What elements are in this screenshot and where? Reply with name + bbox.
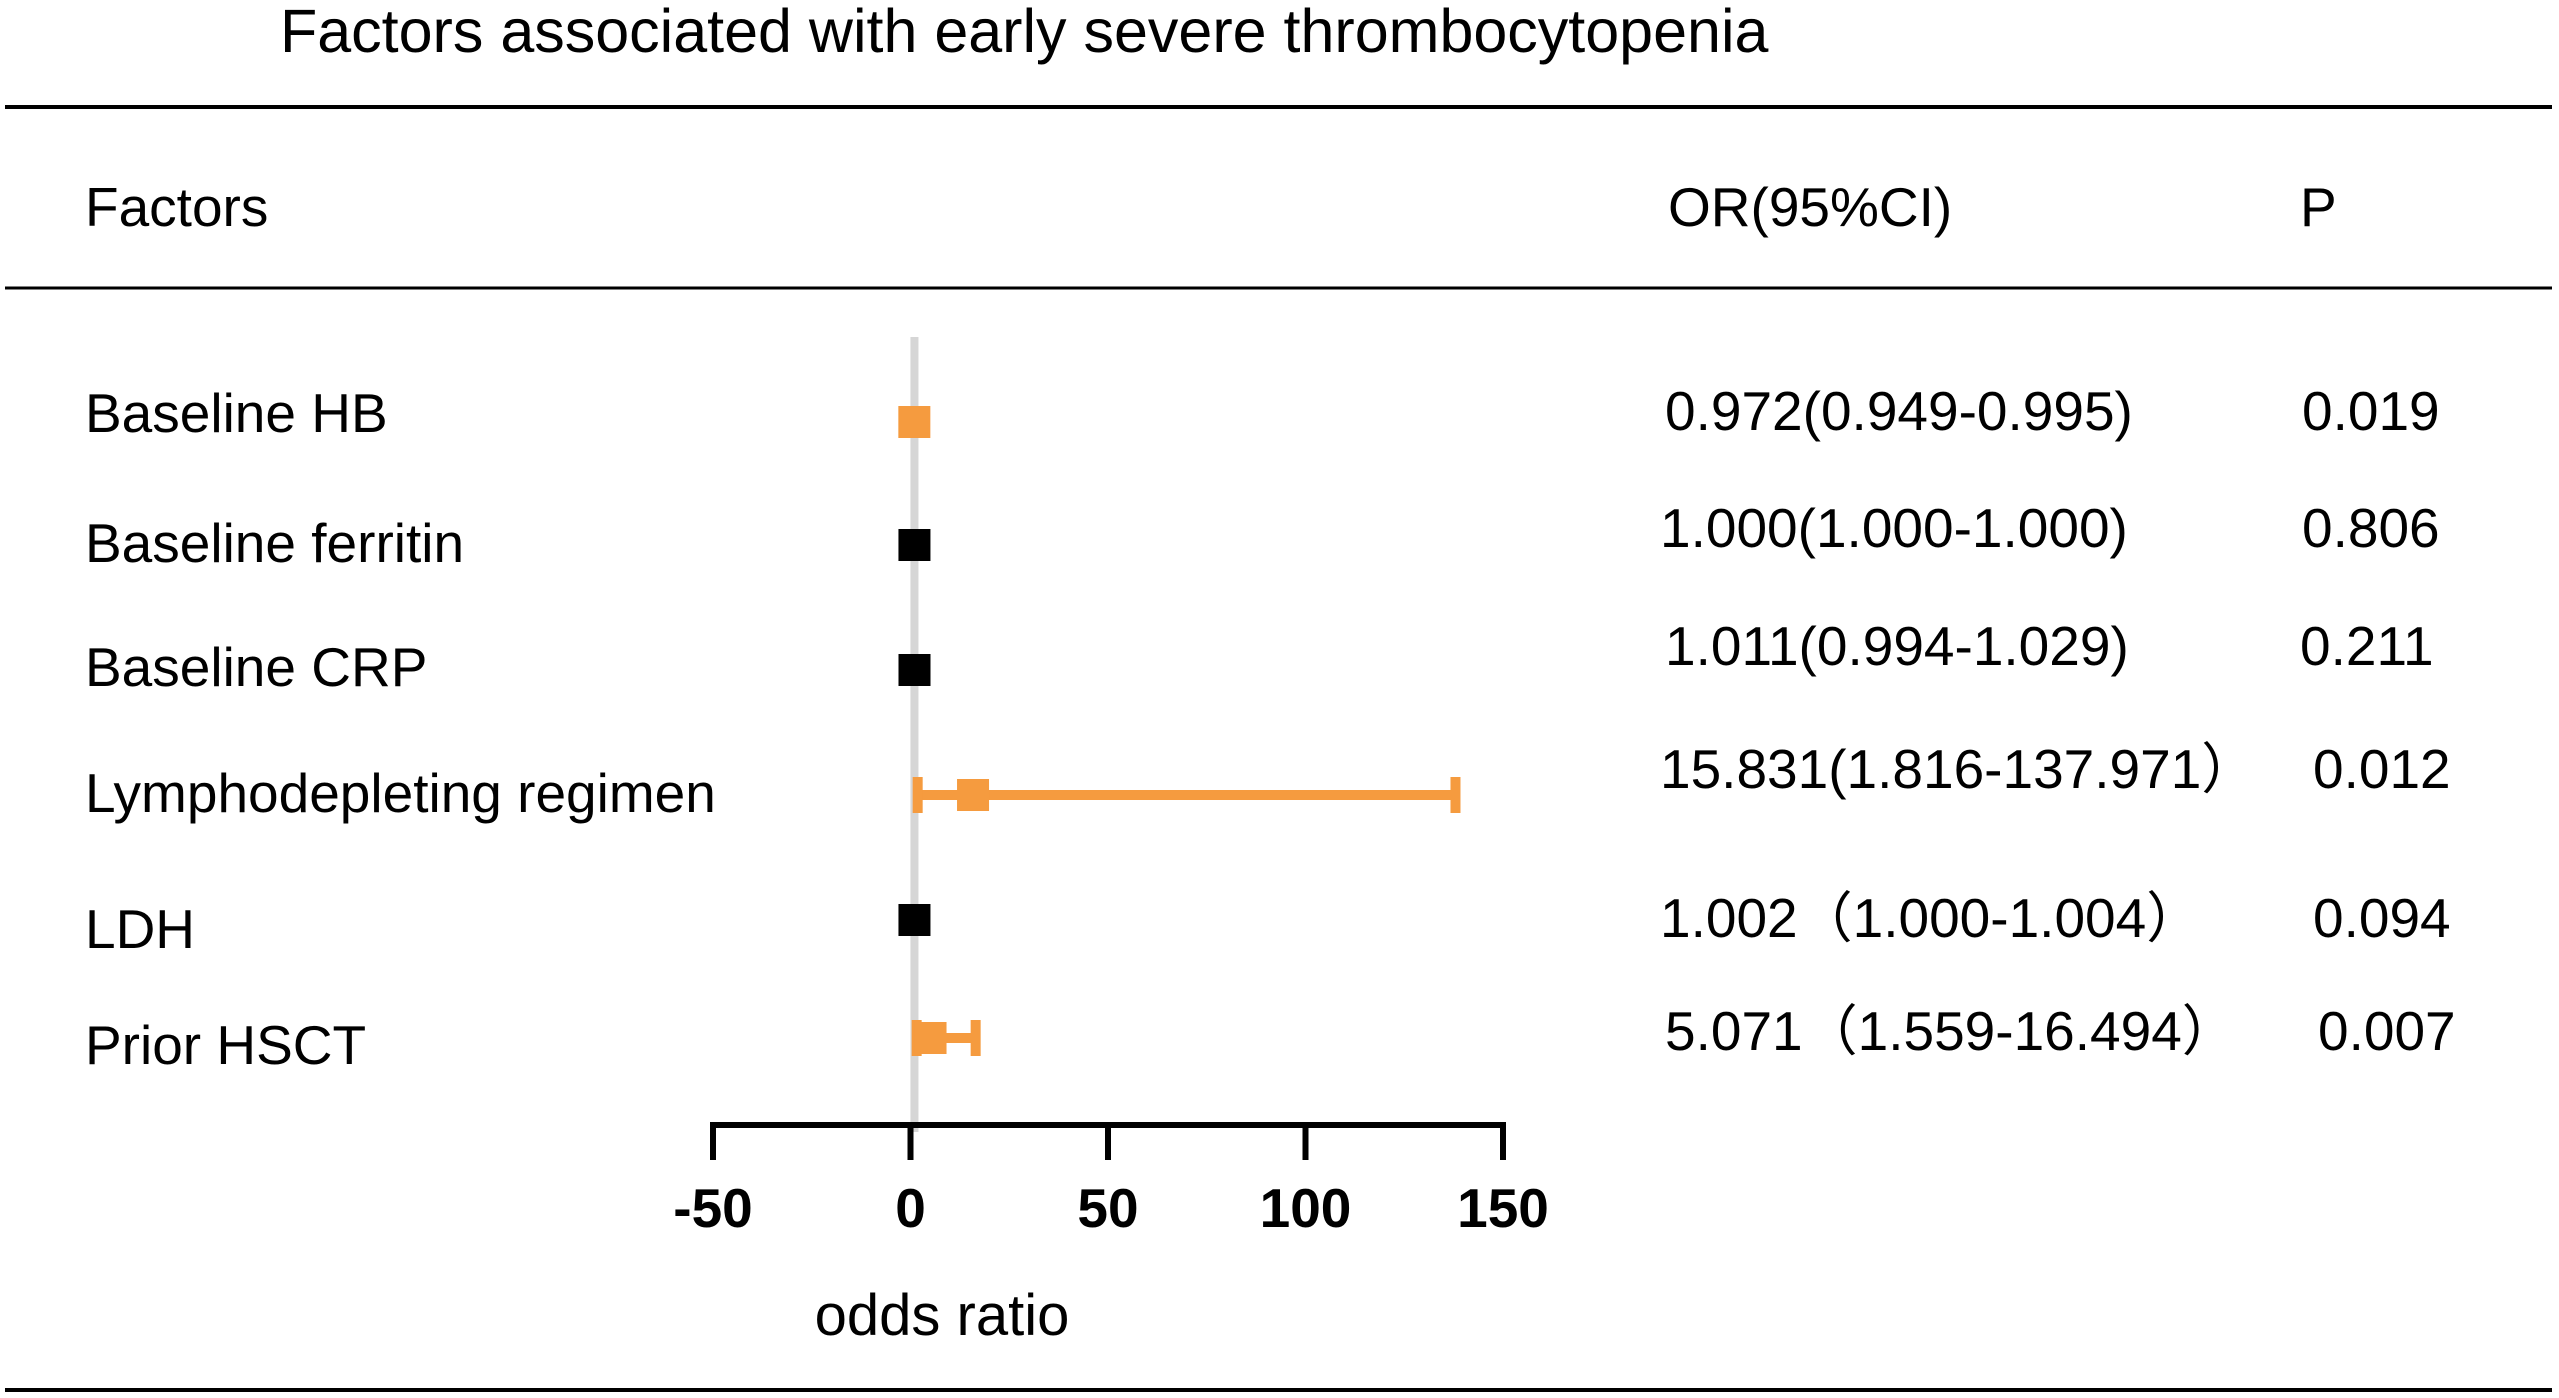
x-tick-label: -50: [673, 1177, 753, 1239]
x-tick-label: 50: [1077, 1177, 1138, 1239]
factor-label: Baseline HB: [85, 382, 388, 444]
p-value: 0.806: [2302, 497, 2440, 559]
x-tick-label: 0: [895, 1177, 926, 1239]
x-axis-label: odds ratio: [815, 1283, 1070, 1348]
x-axis: -50 0 50 100 150: [673, 1122, 1549, 1239]
p-value: 0.094: [2313, 887, 2451, 949]
point-estimate: [898, 654, 931, 686]
or-ci-value: 0.972(0.949-0.995): [1665, 380, 2133, 442]
row-labels-group: Baseline HB 0.972(0.949-0.995) 0.019 Baseli…: [85, 380, 2456, 1076]
x-tick-label: 100: [1260, 1177, 1352, 1239]
p-header: P: [2300, 176, 2337, 238]
row-lymphodepleting-regimen: [912, 777, 1461, 813]
factor-label: Prior HSCT: [85, 1014, 366, 1076]
or-ci-value: 1.011(0.994-1.029): [1665, 615, 2129, 677]
row-baseline-crp: [898, 654, 931, 686]
p-value: 0.211: [2300, 615, 2434, 677]
p-value: 0.019: [2302, 380, 2440, 442]
point-estimate: [898, 406, 931, 438]
point-estimate: [957, 779, 990, 811]
or-ci-value: 1.000(1.000-1.000): [1660, 497, 2128, 559]
factor-label: LDH: [85, 898, 195, 960]
or-ci-value: 1.002（1.000-1.004）: [1660, 887, 2201, 949]
row-ldh: [898, 904, 931, 936]
or-ci-header: OR(95%CI): [1668, 176, 1952, 238]
estimates-group: [898, 406, 1461, 1056]
point-estimate: [914, 1022, 947, 1054]
point-estimate: [898, 529, 931, 561]
or-ci-value: 15.831(1.816-137.971）: [1660, 738, 2256, 800]
p-value: 0.012: [2313, 738, 2451, 800]
point-estimate: [898, 904, 931, 936]
factor-label: Baseline ferritin: [85, 512, 464, 574]
chart-title: Factors associated with early severe thr…: [280, 0, 1768, 65]
or-ci-value: 5.071（1.559-16.494）: [1665, 1000, 2237, 1062]
row-prior-hsct: [911, 1020, 981, 1056]
factors-header: Factors: [85, 176, 268, 238]
factor-label: Lymphodepleting regimen: [85, 762, 716, 824]
row-baseline-ferritin: [898, 529, 931, 561]
factor-label: Baseline CRP: [85, 636, 427, 698]
p-value: 0.007: [2318, 1000, 2456, 1062]
x-tick-label: 150: [1457, 1177, 1549, 1239]
row-baseline-hb: [898, 406, 931, 438]
